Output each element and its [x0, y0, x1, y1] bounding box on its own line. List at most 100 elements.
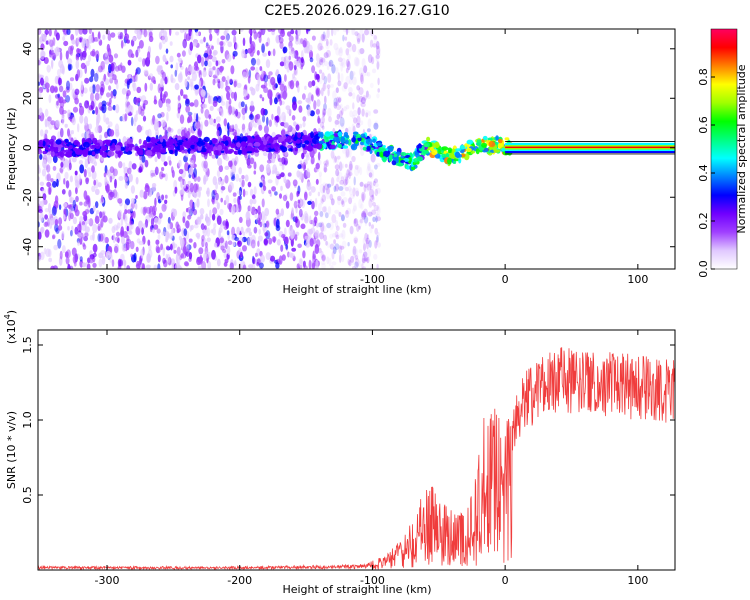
- heatmap-cell: [352, 92, 356, 100]
- heatmap-cell: [353, 237, 359, 244]
- ridge-band: [505, 149, 675, 152]
- ridge-cell: [182, 141, 190, 147]
- heatmap-cell: [362, 258, 365, 266]
- heatmap-cell: [268, 189, 272, 194]
- heatmap-cell: [285, 244, 289, 250]
- ridge-cell: [143, 140, 148, 145]
- heatmap-cell: [353, 205, 357, 212]
- heatmap-cell: [225, 100, 229, 110]
- heatmap-cell: [175, 62, 179, 73]
- heatmap-cell: [368, 239, 372, 248]
- ridge-cell: [342, 145, 349, 149]
- heatmap-cell: [277, 106, 281, 115]
- heatmap-cell: [365, 237, 370, 245]
- heatmap-cell: [253, 123, 257, 128]
- heatmap-cell: [330, 198, 335, 206]
- heatmap-cell: [150, 217, 155, 227]
- heatmap-cell: [266, 116, 269, 126]
- heatmap-cell: [302, 161, 306, 172]
- heatmap-cell: [60, 127, 64, 138]
- heatmap-cell: [248, 231, 253, 237]
- heatmap-cell: [160, 91, 163, 101]
- heatmap-cell: [367, 211, 373, 217]
- heatmap-cell: [361, 58, 366, 68]
- heatmap-cell: [191, 159, 195, 168]
- heatmap-cell: [161, 119, 166, 128]
- heatmap-cell: [377, 242, 381, 248]
- heatmap-cell: [45, 248, 51, 257]
- ridge-cell: [497, 143, 502, 149]
- heatmap-cell: [229, 262, 234, 269]
- heatmap-cell: [127, 230, 133, 235]
- ridge-cell: [297, 132, 302, 139]
- heatmap-cell: [291, 207, 294, 214]
- heatmap-cell: [70, 206, 76, 212]
- heatmap-cell: [348, 87, 353, 94]
- heatmap-cell: [38, 256, 41, 262]
- heatmap-cell: [375, 213, 381, 219]
- heatmap-cell: [247, 154, 251, 160]
- heatmap-cell: [130, 253, 133, 258]
- heatmap-cell: [67, 45, 73, 55]
- heatmap-cell: [107, 106, 113, 111]
- heatmap-cell: [293, 64, 297, 71]
- heatmap-cell: [297, 58, 302, 69]
- heatmap-cell: [117, 198, 123, 204]
- heatmap-cell: [39, 49, 45, 60]
- ridge-cell: [273, 136, 279, 141]
- heatmap-cell: [83, 168, 87, 178]
- ridge-cell: [357, 136, 362, 142]
- heatmap-cell: [216, 202, 220, 210]
- heatmap-cell: [265, 42, 269, 47]
- heatmap-cell: [105, 169, 109, 176]
- ridge-cell: [237, 149, 242, 155]
- ridge-cell: [441, 153, 446, 159]
- heatmap-cell: [341, 200, 345, 207]
- heatmap-cell: [322, 82, 326, 92]
- ridge-cell: [254, 149, 260, 153]
- heatmap-cell: [267, 179, 273, 184]
- heatmap-cell: [219, 66, 223, 73]
- heatmap-cell: [290, 232, 294, 240]
- heatmap-cell: [54, 86, 58, 93]
- heatmap-cell: [75, 187, 78, 195]
- heatmap-cell: [346, 41, 352, 48]
- colorbar-tick-label: 0.2: [697, 212, 710, 230]
- heatmap-cell: [367, 54, 373, 64]
- spectrogram-y-tick-label: 20: [21, 91, 34, 105]
- heatmap-cell: [215, 116, 221, 123]
- heatmap-cell: [341, 199, 344, 205]
- heatmap-cell: [353, 218, 357, 224]
- heatmap-cell: [90, 100, 95, 111]
- ridge-cell: [318, 140, 325, 144]
- heatmap-cell: [71, 247, 77, 257]
- heatmap-cell: [341, 229, 346, 240]
- heatmap-cell: [335, 183, 339, 192]
- heatmap-cell: [204, 119, 209, 127]
- ridge-cell: [417, 143, 422, 149]
- heatmap-cell: [341, 57, 346, 68]
- heatmap-cell: [336, 104, 342, 111]
- heatmap-cell: [39, 153, 43, 160]
- heatmap-cell: [138, 220, 143, 229]
- heatmap-cell: [322, 185, 326, 194]
- heatmap-cell: [348, 92, 353, 97]
- heatmap-cell: [58, 77, 63, 86]
- heatmap-cell: [307, 97, 312, 105]
- ridge-cell: [247, 137, 254, 142]
- heatmap-cell: [351, 114, 355, 120]
- heatmap-cell: [365, 90, 369, 98]
- heatmap-cell: [135, 74, 138, 83]
- heatmap-cell: [303, 265, 308, 269]
- heatmap-cell: [318, 69, 323, 74]
- heatmap-cell: [161, 231, 166, 236]
- heatmap-cell: [369, 226, 373, 234]
- heatmap-cell: [321, 254, 326, 262]
- heatmap-cell: [157, 198, 162, 204]
- heatmap-cell: [79, 164, 85, 174]
- heatmap-cell: [38, 107, 43, 116]
- heatmap-cell: [46, 173, 51, 182]
- ridge-cell: [400, 155, 404, 159]
- ridge-cell: [378, 147, 382, 153]
- heatmap-cell: [135, 49, 139, 58]
